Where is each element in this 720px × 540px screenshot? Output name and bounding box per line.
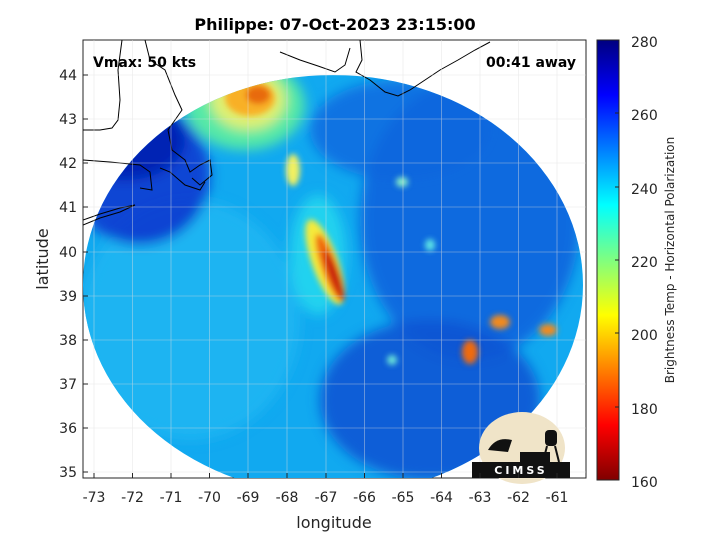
chart-title: Philippe: 07-Oct-2023 23:15:00: [194, 15, 475, 34]
colorbar-tick-label: 260: [631, 108, 658, 124]
x-tick-label: -63: [469, 490, 492, 506]
coast-cape-cod: [159, 167, 206, 191]
coastlines: [83, 40, 491, 226]
y-tick-label: 42: [59, 156, 77, 172]
x-tick-label: -67: [315, 490, 338, 506]
logo-banner: [472, 462, 570, 478]
coast-ri: [83, 159, 153, 191]
y-tick-labels: 44 43 42 41 40 39 38 37 36 35: [59, 68, 77, 481]
x-tick-label: -66: [353, 490, 376, 506]
logo-building: [520, 452, 550, 462]
y-ticks: [83, 74, 88, 473]
cimss-logo: CIMSS: [472, 412, 570, 484]
x-tick-label: -73: [83, 490, 106, 506]
colorbar-tick-label: 200: [631, 328, 658, 344]
y-tick-label: 38: [59, 333, 77, 349]
x-tick-label: -65: [392, 490, 415, 506]
field-gulf-maine-hot: [246, 86, 270, 104]
x-ticks: [93, 473, 558, 478]
y-tick-label: 40: [59, 245, 77, 261]
x-tick-labels: -73 -72 -71 -70 -69 -68 -67 -66 -65 -64 …: [83, 490, 569, 506]
field-cell-small-1: [396, 177, 408, 187]
y-tick-label: 44: [59, 68, 77, 84]
colorbar-tick-label: 280: [631, 35, 658, 51]
field-southwest-warm: [83, 200, 300, 440]
y-tick-label: 41: [59, 200, 77, 216]
logo-tower: [545, 430, 557, 446]
field-east-cell-3: [539, 324, 557, 336]
coast-long-island: [83, 204, 136, 226]
field-north-band: [310, 80, 490, 180]
coast-maine: [144, 40, 213, 186]
x-tick-label: -61: [546, 490, 569, 506]
x-tick-label: -68: [276, 490, 299, 506]
field-east-cell-2: [490, 315, 510, 329]
x-tick-label: -64: [430, 490, 453, 506]
y-tick-label: 37: [59, 377, 77, 393]
coast-bay-fundy: [279, 47, 351, 73]
y-tick-label: 39: [59, 289, 77, 305]
colorbar-tick-label: 220: [631, 255, 658, 271]
colorbar-label: Brightness Temp - Horizontal Polarizatio…: [663, 137, 677, 384]
x-tick-label: -71: [160, 490, 183, 506]
colorbar-tick-label: 180: [631, 402, 658, 418]
field-cell-small-2: [425, 239, 435, 251]
field-cell-small-3: [387, 355, 397, 365]
y-tick-label: 35: [59, 465, 77, 481]
y-tick-label: 43: [59, 112, 77, 128]
x-tick-label: -72: [121, 490, 144, 506]
y-tick-label: 36: [59, 421, 77, 437]
x-tick-label: -69: [237, 490, 260, 506]
x-tick-label: -62: [507, 490, 530, 506]
field-east-cell-1: [462, 340, 478, 364]
coast-nova-scotia: [355, 40, 491, 97]
colorbar-tick-label: 160: [631, 475, 658, 491]
coast-new-england: [83, 40, 123, 131]
time-away-annotation: 00:41 away: [486, 55, 576, 71]
x-tick-label: -70: [198, 490, 221, 506]
x-axis-label: longitude: [296, 513, 371, 532]
logo-text: CIMSS: [494, 464, 547, 477]
vmax-annotation: Vmax: 50 kts: [93, 55, 196, 71]
field-north-band-cell: [286, 154, 300, 186]
field-band-red: [324, 250, 344, 300]
colorbar: 280 260 240 220 200 180 160 Brightness T…: [596, 35, 677, 491]
logo-dish: [488, 439, 512, 452]
y-axis-label: latitude: [33, 228, 52, 289]
colorbar-tick-label: 240: [631, 182, 658, 198]
